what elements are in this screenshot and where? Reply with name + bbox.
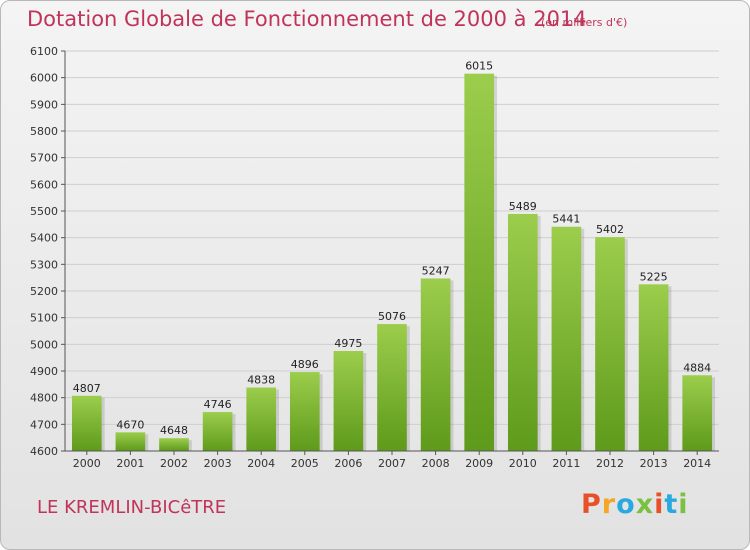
logo-letter: t: [664, 489, 679, 520]
bar-2004: [246, 387, 277, 451]
bar-2005: [289, 372, 320, 451]
bar-2012: [595, 237, 625, 451]
y-tick-label: 4700: [30, 418, 58, 431]
bar-2013: [638, 284, 669, 451]
bar-2000: [71, 395, 102, 451]
y-tick-label: 5800: [30, 125, 58, 138]
y-tick-label: 5700: [30, 152, 58, 165]
x-axis-ticks: 2000 2001 2002 2003 2004 2005 2006 2007 2008 2009…: [73, 451, 711, 470]
x-tick-label-2011: 2011: [552, 457, 580, 470]
y-tick-label: 6100: [30, 45, 58, 58]
x-tick-label-2001: 2001: [116, 457, 144, 470]
y-tick-label: 6000: [30, 72, 58, 85]
value-label-2007: 5076: [378, 310, 406, 323]
x-tick-label-2007: 2007: [378, 457, 406, 470]
x-tick-label-2000: 2000: [73, 457, 101, 470]
value-label-2011: 5441: [552, 213, 580, 226]
chart-title: Dotation Globale de Fonctionnement de 20…: [27, 7, 587, 31]
value-label-2005: 4896: [291, 358, 319, 371]
x-tick-label-2002: 2002: [160, 457, 188, 470]
x-tick-label-2009: 2009: [465, 457, 493, 470]
value-label-2010: 5489: [509, 200, 537, 213]
x-tick-label-2004: 2004: [247, 457, 275, 470]
bar-2002: [159, 438, 189, 451]
x-tick-label-2005: 2005: [291, 457, 319, 470]
bars: 4807 4670 4648 4746 4838 4896 4975 5076 5247 6015…: [71, 60, 716, 452]
value-label-2014: 4884: [683, 361, 711, 374]
y-tick-label: 5600: [30, 178, 58, 191]
value-label-2001: 4670: [116, 418, 144, 431]
x-tick-label-2003: 2003: [204, 457, 232, 470]
bar-2010: [507, 213, 538, 451]
logo-letter: o: [616, 489, 636, 520]
bar-2007: [377, 324, 407, 451]
x-tick-label-2006: 2006: [334, 457, 362, 470]
value-label-2004: 4838: [247, 374, 275, 387]
y-tick-label: 4800: [30, 392, 58, 405]
logo-letter: r: [601, 489, 617, 520]
value-label-2008: 5247: [422, 264, 450, 277]
value-label-2006: 4975: [334, 337, 362, 350]
y-tick-label: 4600: [30, 445, 58, 458]
axes: [64, 51, 719, 452]
bar-2011: [551, 226, 582, 451]
commune-name: LE KREMLIN-BICêTRE: [37, 497, 227, 518]
y-axis-ticks: 4600 4700 4800 4900 5000 5100 5200 5300 5400 5500…: [30, 45, 65, 458]
logo-letter: i: [678, 489, 689, 520]
value-label-2012: 5402: [596, 223, 624, 236]
y-tick-label: 4900: [30, 365, 58, 378]
value-label-2013: 5225: [640, 270, 668, 283]
proxiti-logo: Proxiti: [581, 489, 689, 520]
y-tick-label: 5200: [30, 285, 58, 298]
y-tick-label: 5000: [30, 338, 58, 351]
y-tick-label: 5100: [30, 312, 58, 325]
bar-2003: [202, 412, 233, 451]
value-label-2003: 4746: [204, 398, 232, 411]
chart-subtitle: (en milliers d'€): [541, 16, 628, 29]
x-tick-label-2012: 2012: [596, 457, 624, 470]
bar-2008: [420, 278, 451, 451]
y-tick-label: 5500: [30, 205, 58, 218]
x-tick-label-2010: 2010: [509, 457, 537, 470]
logo-letter: x: [635, 489, 655, 520]
value-label-2009: 6015: [465, 60, 493, 73]
logo-letter: P: [581, 489, 602, 520]
x-tick-label-2014: 2014: [683, 457, 711, 470]
value-label-2000: 4807: [73, 382, 101, 395]
value-label-2002: 4648: [160, 424, 188, 437]
bar-2006: [333, 351, 364, 451]
y-tick-label: 5300: [30, 258, 58, 271]
logo-letter: i: [654, 489, 665, 520]
y-tick-label: 5900: [30, 98, 58, 111]
bar-2001: [115, 432, 146, 451]
bar-2014: [682, 375, 713, 451]
x-tick-label-2013: 2013: [640, 457, 668, 470]
y-tick-label: 5400: [30, 232, 58, 245]
x-tick-label-2008: 2008: [422, 457, 450, 470]
bar-2009: [464, 73, 495, 452]
